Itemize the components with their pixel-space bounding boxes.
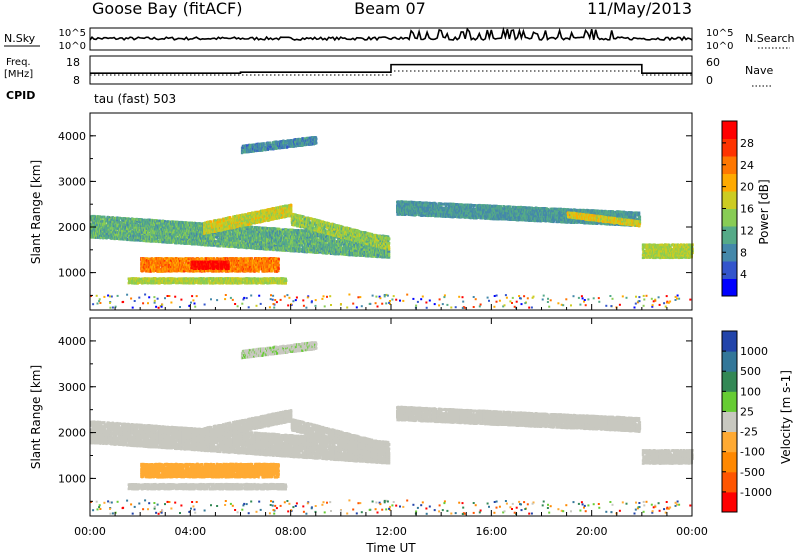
date-title: 11/May/2013	[587, 0, 692, 18]
freq-left-tick-bottom: 8	[73, 74, 80, 87]
cpid-value: tau (fast) 503	[94, 92, 176, 106]
frequency-panel: Freq. [MHz] 18 8 60 0 Nave CPID tau (fas…	[4, 56, 773, 106]
noise-trace	[90, 29, 692, 40]
noise-left-tick-top: 10^5	[59, 28, 86, 39]
noise-left-tick-bottom: 10^0	[59, 41, 86, 52]
noise-panel: N.Sky 10^5 10^0 10^5 10^0 N.Search	[4, 28, 795, 52]
station-title: Goose Bay (fitACF)	[92, 0, 242, 18]
freq-label-line1: Freq.	[6, 57, 31, 68]
freq-label-line2: [MHz]	[4, 69, 33, 80]
power-scatter-cells	[90, 136, 694, 309]
noise-right-tick-bottom: 10^0	[706, 41, 733, 52]
nave-label: Nave	[745, 64, 773, 77]
freq-right-tick-bottom: 0	[706, 74, 713, 87]
noise-left-label: N.Sky	[4, 32, 36, 45]
radar-summary-figure: Goose Bay (fitACF) Beam 07 11/May/2013 N…	[0, 0, 800, 554]
beam-title: Beam 07	[354, 0, 426, 18]
noise-right-tick-top: 10^5	[706, 28, 733, 39]
freq-right-tick-top: 60	[706, 56, 720, 69]
noise-right-label: N.Search	[745, 32, 795, 45]
cpid-label: CPID	[6, 89, 35, 102]
freq-left-tick-top: 18	[66, 56, 80, 69]
